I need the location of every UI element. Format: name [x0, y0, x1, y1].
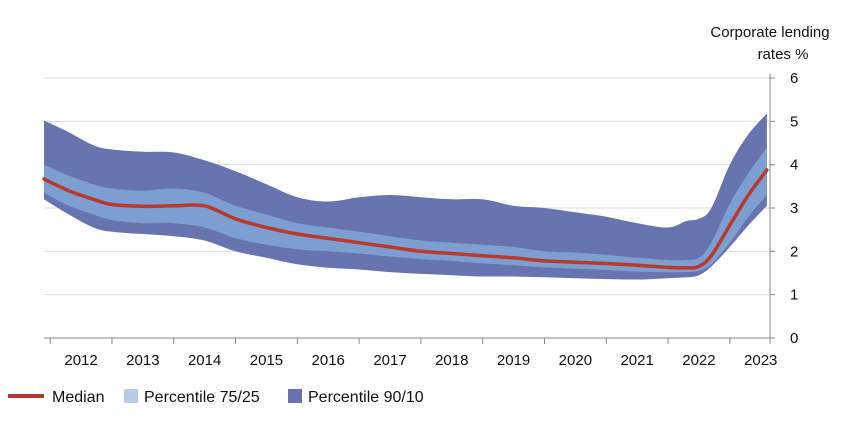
legend-label-p90-10: Percentile 90/10 — [308, 389, 424, 406]
y-tick-label-2: 2 — [790, 243, 798, 260]
legend: Median Percentile 75/25 Percentile 90/10 — [8, 389, 424, 406]
x-tick-label-2013: 2013 — [126, 352, 159, 369]
median-line — [42, 168, 769, 270]
x-tick-label-2021: 2021 — [620, 352, 653, 369]
y-axis-label-line-1: Corporate lending — [710, 24, 829, 41]
x-tick-label-2014: 2014 — [188, 352, 221, 369]
x-tick-label-2018: 2018 — [435, 352, 468, 369]
x-tick-labels: 2012 2013 2014 2015 2016 2017 2018 2019 2020 2021… — [64, 352, 777, 369]
band-percentile-75-25 — [44, 147, 767, 273]
legend-label-p75-25: Percentile 75/25 — [144, 389, 260, 406]
x-tick-label-2022: 2022 — [682, 352, 715, 369]
y-tick-labels: 0 1 2 3 4 5 6 — [790, 70, 798, 347]
x-tick-label-2023: 2023 — [744, 352, 777, 369]
y-axis-label-line-2: rates % — [758, 46, 809, 63]
y-tick-label-1: 1 — [790, 287, 798, 304]
x-tick-label-2015: 2015 — [250, 352, 283, 369]
y-tick-label-6: 6 — [790, 70, 798, 87]
x-tick-label-2017: 2017 — [373, 352, 406, 369]
x-tick-label-2016: 2016 — [312, 352, 345, 369]
legend-label-median: Median — [52, 389, 104, 406]
y-tick-label-3: 3 — [790, 200, 798, 217]
legend-swatch-p90-10 — [288, 389, 302, 403]
x-tick-label-2012: 2012 — [64, 352, 97, 369]
median-line-group — [42, 168, 769, 270]
x-tick-label-2019: 2019 — [497, 352, 530, 369]
y-tick-label-5: 5 — [790, 113, 798, 130]
legend-swatch-p75-25 — [124, 389, 138, 403]
axes — [44, 74, 775, 344]
y-tick-label-4: 4 — [790, 157, 798, 174]
x-tick-label-2020: 2020 — [559, 352, 592, 369]
band-percentile-90-10 — [44, 113, 767, 280]
percentile-bands — [44, 113, 767, 280]
y-tick-label-0: 0 — [790, 330, 798, 347]
